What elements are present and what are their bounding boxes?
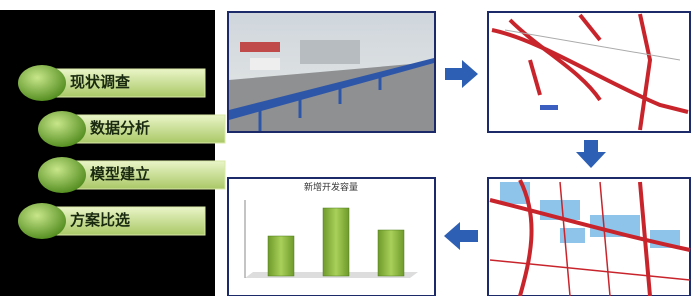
step-label: 模型建立 <box>90 165 150 183</box>
inset-chart: 新增开发容量 <box>228 178 435 296</box>
step-ball <box>38 157 86 193</box>
step-ball <box>18 203 66 239</box>
step-ball <box>38 111 86 147</box>
bar <box>323 208 349 276</box>
road-photo <box>228 12 435 132</box>
bar <box>268 236 294 276</box>
step-label: 现状调查 <box>70 73 131 91</box>
district-map <box>488 178 690 296</box>
diagram: 现状调查数据分析模型建立方案比选 <box>0 0 693 296</box>
step-ball <box>18 65 66 101</box>
step-label: 数据分析 <box>90 119 150 137</box>
step-label: 方案比选 <box>70 211 130 229</box>
step-panel <box>0 10 215 296</box>
road-map <box>488 12 690 132</box>
inset-title: 新增开发容量 <box>304 181 358 193</box>
bar <box>378 230 404 276</box>
